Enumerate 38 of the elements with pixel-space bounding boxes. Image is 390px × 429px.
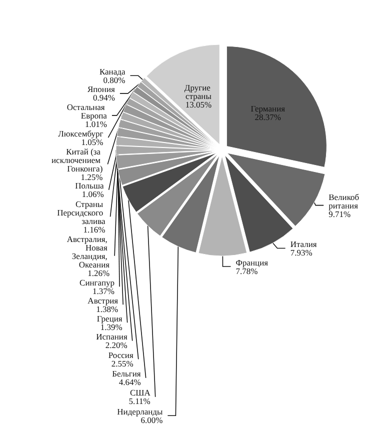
- slice-label: США: [130, 388, 152, 398]
- data-label: 0.94%: [92, 92, 115, 103]
- data-label: 1.06%: [82, 189, 104, 200]
- slice-label: Испания: [96, 332, 128, 342]
- slice-label: Россия: [108, 350, 134, 360]
- slice-label: Люксембург: [58, 128, 104, 138]
- data-label: 2.55%: [111, 358, 134, 368]
- slice-label: Остальная Европа: [66, 102, 108, 120]
- data-label: 6.00%: [140, 414, 163, 425]
- slice-label: Сингапур: [80, 277, 115, 288]
- slice-label: Австралия, Новая Зеландия, Океания: [66, 234, 110, 270]
- data-label: 9.71%: [328, 208, 351, 219]
- slice-label: Канада: [99, 66, 126, 76]
- data-label: 7.78%: [236, 266, 258, 276]
- data-label: 1.25%: [80, 172, 103, 182]
- slice-label: Страны Персидского залива: [57, 198, 106, 226]
- slice-label: Франция: [236, 257, 268, 268]
- slice-label: Бельгия: [112, 368, 141, 379]
- slice-label: Германия: [250, 104, 286, 114]
- data-label: 5.11%: [128, 396, 150, 406]
- data-label: 0.80%: [103, 74, 126, 85]
- data-label: 2.20%: [105, 340, 128, 350]
- slice-label: Греция: [96, 313, 122, 324]
- data-label: 13.05%: [185, 99, 212, 110]
- data-label: 1.26%: [88, 268, 110, 278]
- data-label: 1.01%: [84, 118, 107, 129]
- data-label: 1.16%: [83, 224, 106, 234]
- data-label: 4.64%: [118, 377, 141, 388]
- slice-label: Япония: [87, 84, 116, 94]
- slice-label: Италия: [290, 239, 317, 250]
- slice-label: Нидерланды: [117, 406, 163, 416]
- slice-label: Великобритания: [328, 192, 360, 210]
- data-label: 7.93%: [290, 248, 312, 258]
- slice-label: Польша: [75, 180, 104, 191]
- slice-label: Австрия: [88, 295, 118, 306]
- slice-label: Другие страны: [184, 82, 213, 101]
- slice-label: Китай (за исключением Гонконга): [52, 146, 103, 174]
- data-label: 28.37%: [254, 112, 281, 122]
